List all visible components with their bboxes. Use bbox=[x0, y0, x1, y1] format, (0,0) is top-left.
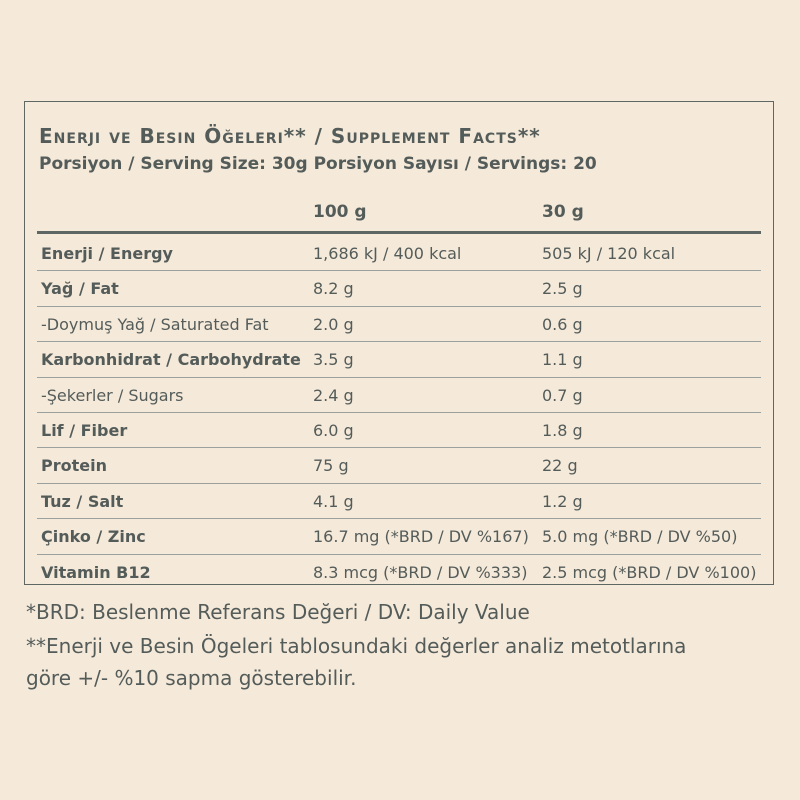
value-100g: 16.7 mg (*BRD / DV %167) bbox=[313, 527, 529, 547]
value-30g: 1.8 g bbox=[542, 420, 583, 440]
nutrient-name: -Şekerler / Sugars bbox=[41, 385, 184, 405]
value-30g: 505 kJ / 120 kcal bbox=[542, 244, 676, 263]
table-row: Çinko / Zinc 16.7 mg (*BRD / DV %167) 5.0 … bbox=[37, 519, 761, 555]
value-30g: 22 g bbox=[542, 456, 578, 476]
footnote-variance-line1: **Enerji ve Besin Ögeleri tablosundaki d… bbox=[26, 634, 687, 658]
header-divider bbox=[37, 231, 761, 234]
column-header-30g: 30 g bbox=[542, 202, 584, 222]
value-30g: 5.0 mg (*BRD / DV %50) bbox=[542, 527, 738, 547]
nutrient-name: Karbonhidrat / Carbohydrate bbox=[41, 350, 301, 370]
serving-info: Porsiyon / Serving Size: 30g Porsiyon Sa… bbox=[39, 154, 597, 174]
column-header-100g: 100 g bbox=[313, 202, 367, 222]
value-100g: 8.2 g bbox=[313, 279, 354, 299]
table-row: Karbonhidrat / Carbohydrate 3.5 g 1.1 g bbox=[37, 342, 761, 378]
nutrient-table: Enerji / Energy 1,686 kJ / 400 kcal 505 kJ… bbox=[37, 236, 761, 589]
footnote-brd: *BRD: Beslenme Referans Değeri / DV: Dai… bbox=[26, 600, 530, 624]
nutrient-name: Enerji / Energy bbox=[41, 244, 173, 263]
value-30g: 2.5 g bbox=[542, 279, 583, 299]
value-30g: 2.5 mcg (*BRD / DV %100) bbox=[542, 562, 757, 582]
table-row: -Doymuş Yağ / Saturated Fat 2.0 g 0.6 g bbox=[37, 307, 761, 343]
value-30g: 1.2 g bbox=[542, 491, 583, 511]
value-100g: 1,686 kJ / 400 kcal bbox=[313, 244, 462, 263]
nutrient-name: Tuz / Salt bbox=[41, 491, 124, 511]
panel-title: Enerji ve Besin Öğeleri** / Supplement F… bbox=[39, 124, 541, 148]
nutrient-name: Lif / Fiber bbox=[41, 420, 128, 440]
nutrient-name: -Doymuş Yağ / Saturated Fat bbox=[41, 314, 269, 334]
table-row: Tuz / Salt 4.1 g 1.2 g bbox=[37, 484, 761, 520]
table-row: -Şekerler / Sugars 2.4 g 0.7 g bbox=[37, 378, 761, 413]
nutrient-name: Çinko / Zinc bbox=[41, 527, 146, 547]
value-30g: 0.6 g bbox=[542, 314, 583, 334]
footnote-variance-line2: göre +/- %10 sapma gösterebilir. bbox=[26, 666, 357, 690]
value-30g: 1.1 g bbox=[542, 350, 583, 370]
table-row: Vitamin B12 8.3 mcg (*BRD / DV %333) 2.5 m… bbox=[37, 555, 761, 589]
value-100g: 75 g bbox=[313, 456, 349, 476]
table-row: Yağ / Fat 8.2 g 2.5 g bbox=[37, 271, 761, 307]
value-100g: 8.3 mcg (*BRD / DV %333) bbox=[313, 562, 528, 582]
value-100g: 3.5 g bbox=[313, 350, 354, 370]
table-row: Protein 75 g 22 g bbox=[37, 448, 761, 484]
table-row: Lif / Fiber 6.0 g 1.8 g bbox=[37, 413, 761, 449]
nutrient-name: Vitamin B12 bbox=[41, 562, 151, 582]
value-100g: 2.4 g bbox=[313, 385, 354, 405]
nutrient-name: Yağ / Fat bbox=[41, 279, 119, 299]
table-row: Enerji / Energy 1,686 kJ / 400 kcal 505 kJ… bbox=[37, 236, 761, 272]
value-30g: 0.7 g bbox=[542, 385, 583, 405]
value-100g: 6.0 g bbox=[313, 420, 354, 440]
value-100g: 2.0 g bbox=[313, 314, 354, 334]
nutrient-name: Protein bbox=[41, 456, 107, 476]
value-100g: 4.1 g bbox=[313, 491, 354, 511]
supplement-facts-panel: Enerji ve Besin Öğeleri** / Supplement F… bbox=[24, 101, 774, 585]
